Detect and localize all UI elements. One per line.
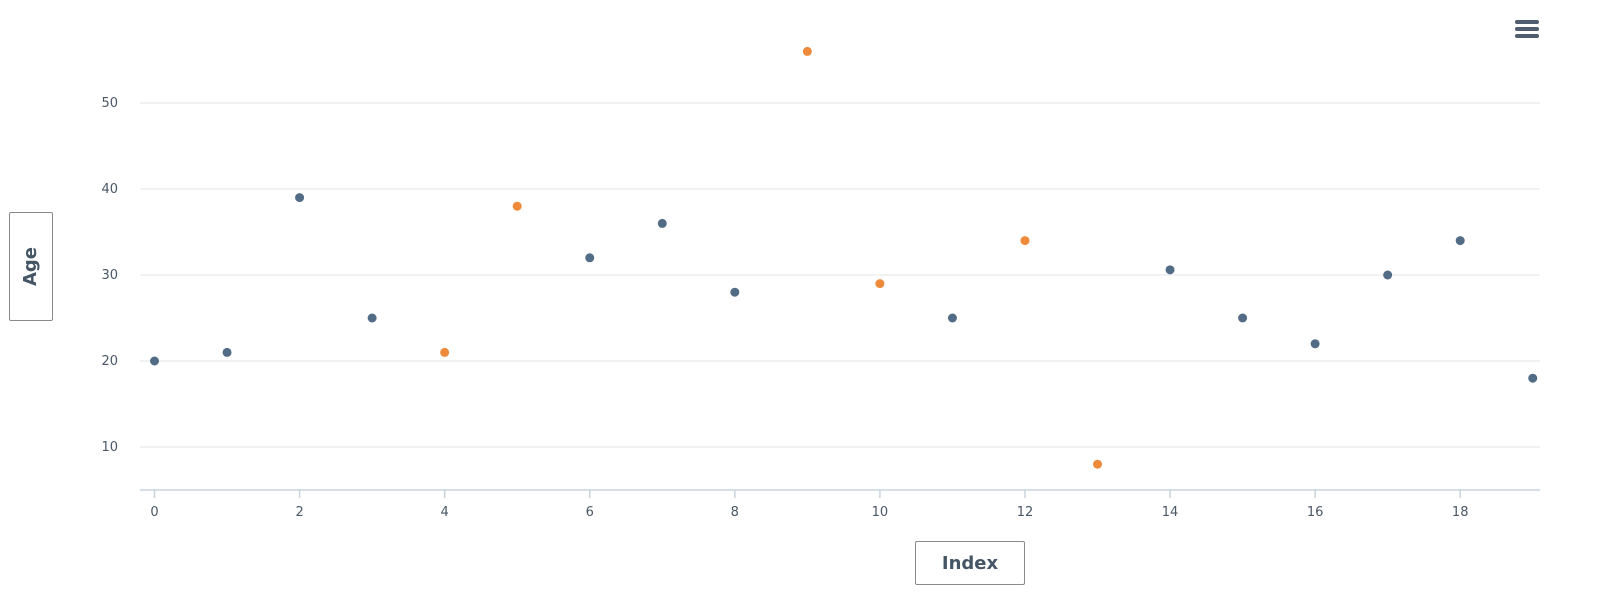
chart-menu-button[interactable] (1512, 16, 1542, 42)
data-point-blue[interactable] (1238, 313, 1248, 323)
x-tick-label: 18 (1452, 505, 1469, 520)
data-point-blue[interactable] (1455, 236, 1465, 246)
data-point-blue[interactable] (585, 253, 595, 263)
axes: 10 20 30 40 50 0 2 4 6 8 10 12 14 16 18 (101, 96, 1540, 520)
x-tick-label: 0 (150, 505, 158, 520)
data-point-blue[interactable] (1310, 339, 1320, 349)
data-point-orange[interactable] (875, 279, 885, 289)
data-point-orange[interactable] (802, 46, 812, 56)
data-point-blue[interactable] (947, 313, 957, 323)
x-tick-label: 10 (872, 505, 889, 520)
data-point-blue[interactable] (295, 193, 305, 203)
data-point-blue[interactable] (150, 356, 160, 366)
x-axis-title-label: Index (941, 552, 999, 574)
data-points (150, 46, 1538, 469)
hamburger-menu-icon (1515, 20, 1539, 24)
y-tick-label: 30 (101, 268, 118, 283)
x-tick-label: 2 (295, 505, 303, 520)
x-tick-label: 16 (1307, 505, 1324, 520)
x-tick-label: 4 (441, 505, 449, 520)
y-tick-label: 10 (101, 440, 118, 455)
x-tick-label: 14 (1162, 505, 1179, 520)
data-point-blue[interactable] (730, 287, 740, 297)
x-tick-label: 6 (586, 505, 594, 520)
data-point-blue[interactable] (367, 313, 377, 323)
y-axis-title-label: Age (20, 246, 42, 287)
data-point-orange[interactable] (1020, 236, 1030, 246)
y-tick-label: 50 (101, 96, 118, 111)
data-point-blue[interactable] (1383, 270, 1393, 280)
hamburger-menu-icon-bar (1515, 27, 1539, 31)
x-axis-title[interactable]: Index (915, 541, 1025, 585)
data-point-blue[interactable] (657, 218, 667, 228)
data-point-orange[interactable] (1093, 459, 1103, 469)
gridlines (140, 102, 1540, 448)
x-tick-label: 8 (731, 505, 739, 520)
data-point-orange[interactable] (512, 201, 522, 211)
data-point-blue[interactable] (1528, 373, 1538, 383)
x-tick-label: 12 (1017, 505, 1034, 520)
hamburger-menu-icon-bar (1515, 34, 1539, 38)
y-tick-label: 20 (101, 354, 118, 369)
data-point-orange[interactable] (440, 347, 450, 357)
data-point-blue[interactable] (1165, 265, 1175, 275)
y-axis-title[interactable]: Age (9, 212, 53, 321)
data-point-blue[interactable] (222, 347, 232, 357)
y-tick-label: 40 (101, 182, 118, 197)
